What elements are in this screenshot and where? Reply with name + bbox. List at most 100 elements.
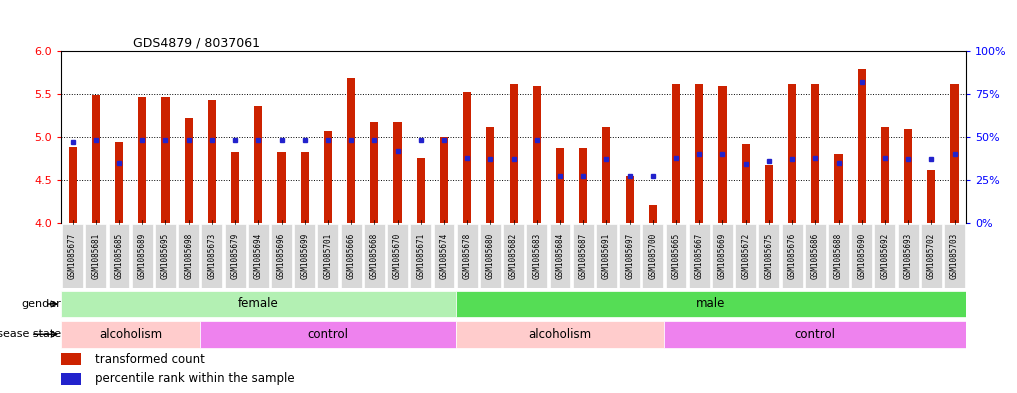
Text: GSM1085679: GSM1085679 xyxy=(231,233,240,279)
Text: alcoholism: alcoholism xyxy=(99,328,162,341)
FancyBboxPatch shape xyxy=(456,321,664,347)
Text: GSM1085688: GSM1085688 xyxy=(834,233,843,279)
Text: GSM1085700: GSM1085700 xyxy=(648,233,657,279)
Text: GSM1085699: GSM1085699 xyxy=(300,233,309,279)
FancyBboxPatch shape xyxy=(573,224,594,288)
Text: GSM1085683: GSM1085683 xyxy=(532,233,541,279)
Text: GSM1085682: GSM1085682 xyxy=(510,233,518,279)
FancyBboxPatch shape xyxy=(828,224,849,288)
FancyBboxPatch shape xyxy=(61,291,456,317)
Text: GSM1085687: GSM1085687 xyxy=(579,233,588,279)
FancyBboxPatch shape xyxy=(155,224,176,288)
Bar xyxy=(625,176,634,223)
FancyBboxPatch shape xyxy=(944,224,965,288)
Bar xyxy=(278,152,286,223)
Text: transformed count: transformed count xyxy=(96,353,205,366)
Text: GSM1085681: GSM1085681 xyxy=(92,233,101,279)
FancyBboxPatch shape xyxy=(410,224,431,288)
FancyBboxPatch shape xyxy=(875,224,895,288)
FancyBboxPatch shape xyxy=(712,224,733,288)
Bar xyxy=(649,205,657,223)
Bar xyxy=(904,129,912,223)
FancyBboxPatch shape xyxy=(272,224,292,288)
FancyBboxPatch shape xyxy=(689,224,710,288)
Bar xyxy=(323,131,332,223)
Bar xyxy=(68,147,76,223)
Bar xyxy=(928,170,936,223)
FancyBboxPatch shape xyxy=(317,224,339,288)
Bar xyxy=(951,84,959,223)
Text: GSM1085675: GSM1085675 xyxy=(765,233,773,279)
Text: GSM1085672: GSM1085672 xyxy=(741,233,751,279)
FancyBboxPatch shape xyxy=(664,321,966,347)
Text: GSM1085703: GSM1085703 xyxy=(950,233,959,279)
Text: GSM1085674: GSM1085674 xyxy=(439,233,448,279)
Text: GSM1085666: GSM1085666 xyxy=(347,233,356,279)
Bar xyxy=(417,158,425,223)
Bar xyxy=(463,92,471,223)
FancyBboxPatch shape xyxy=(456,291,966,317)
Bar xyxy=(834,154,842,223)
Text: GSM1085698: GSM1085698 xyxy=(184,233,193,279)
Text: GSM1085691: GSM1085691 xyxy=(602,233,611,279)
Bar xyxy=(347,78,355,223)
FancyBboxPatch shape xyxy=(596,224,617,288)
Text: GSM1085692: GSM1085692 xyxy=(881,233,890,279)
Text: GSM1085669: GSM1085669 xyxy=(718,233,727,279)
Text: GSM1085684: GSM1085684 xyxy=(555,233,564,279)
FancyBboxPatch shape xyxy=(759,224,779,288)
FancyBboxPatch shape xyxy=(503,224,524,288)
Bar xyxy=(486,127,494,223)
Bar xyxy=(718,86,726,223)
Text: disease state: disease state xyxy=(0,329,61,339)
FancyBboxPatch shape xyxy=(109,224,129,288)
FancyBboxPatch shape xyxy=(387,224,408,288)
Bar xyxy=(301,152,309,223)
Text: gender: gender xyxy=(21,299,61,309)
Bar xyxy=(254,106,262,223)
Text: GDS4879 / 8037061: GDS4879 / 8037061 xyxy=(133,37,260,50)
Text: GSM1085668: GSM1085668 xyxy=(370,233,379,279)
FancyBboxPatch shape xyxy=(527,224,547,288)
FancyBboxPatch shape xyxy=(201,224,223,288)
Bar xyxy=(579,148,587,223)
FancyBboxPatch shape xyxy=(457,224,478,288)
Text: male: male xyxy=(697,298,725,310)
Bar xyxy=(162,97,170,223)
FancyBboxPatch shape xyxy=(782,224,802,288)
Text: GSM1085690: GSM1085690 xyxy=(857,233,866,279)
Bar xyxy=(370,122,378,223)
Bar xyxy=(812,84,820,223)
Text: control: control xyxy=(307,328,349,341)
Text: GSM1085667: GSM1085667 xyxy=(695,233,704,279)
Text: GSM1085697: GSM1085697 xyxy=(625,233,635,279)
Text: GSM1085678: GSM1085678 xyxy=(463,233,472,279)
Bar xyxy=(115,142,123,223)
FancyBboxPatch shape xyxy=(619,224,640,288)
FancyBboxPatch shape xyxy=(735,224,756,288)
Bar xyxy=(881,127,889,223)
Bar xyxy=(185,118,193,223)
Text: GSM1085701: GSM1085701 xyxy=(323,233,333,279)
Text: GSM1085671: GSM1085671 xyxy=(416,233,425,279)
Text: GSM1085673: GSM1085673 xyxy=(207,233,217,279)
Bar xyxy=(207,100,216,223)
Bar xyxy=(533,86,541,223)
Text: control: control xyxy=(795,328,836,341)
FancyBboxPatch shape xyxy=(200,321,456,347)
Bar xyxy=(440,137,448,223)
Bar xyxy=(672,84,680,223)
FancyBboxPatch shape xyxy=(178,224,199,288)
Bar xyxy=(765,165,773,223)
FancyBboxPatch shape xyxy=(132,224,153,288)
Text: GSM1085686: GSM1085686 xyxy=(811,233,820,279)
Text: GSM1085680: GSM1085680 xyxy=(486,233,495,279)
Text: GSM1085696: GSM1085696 xyxy=(277,233,286,279)
FancyBboxPatch shape xyxy=(225,224,245,288)
Bar xyxy=(92,95,100,223)
Text: GSM1085695: GSM1085695 xyxy=(161,233,170,279)
Text: GSM1085694: GSM1085694 xyxy=(254,233,262,279)
FancyBboxPatch shape xyxy=(665,224,686,288)
Text: GSM1085676: GSM1085676 xyxy=(787,233,796,279)
FancyBboxPatch shape xyxy=(643,224,663,288)
